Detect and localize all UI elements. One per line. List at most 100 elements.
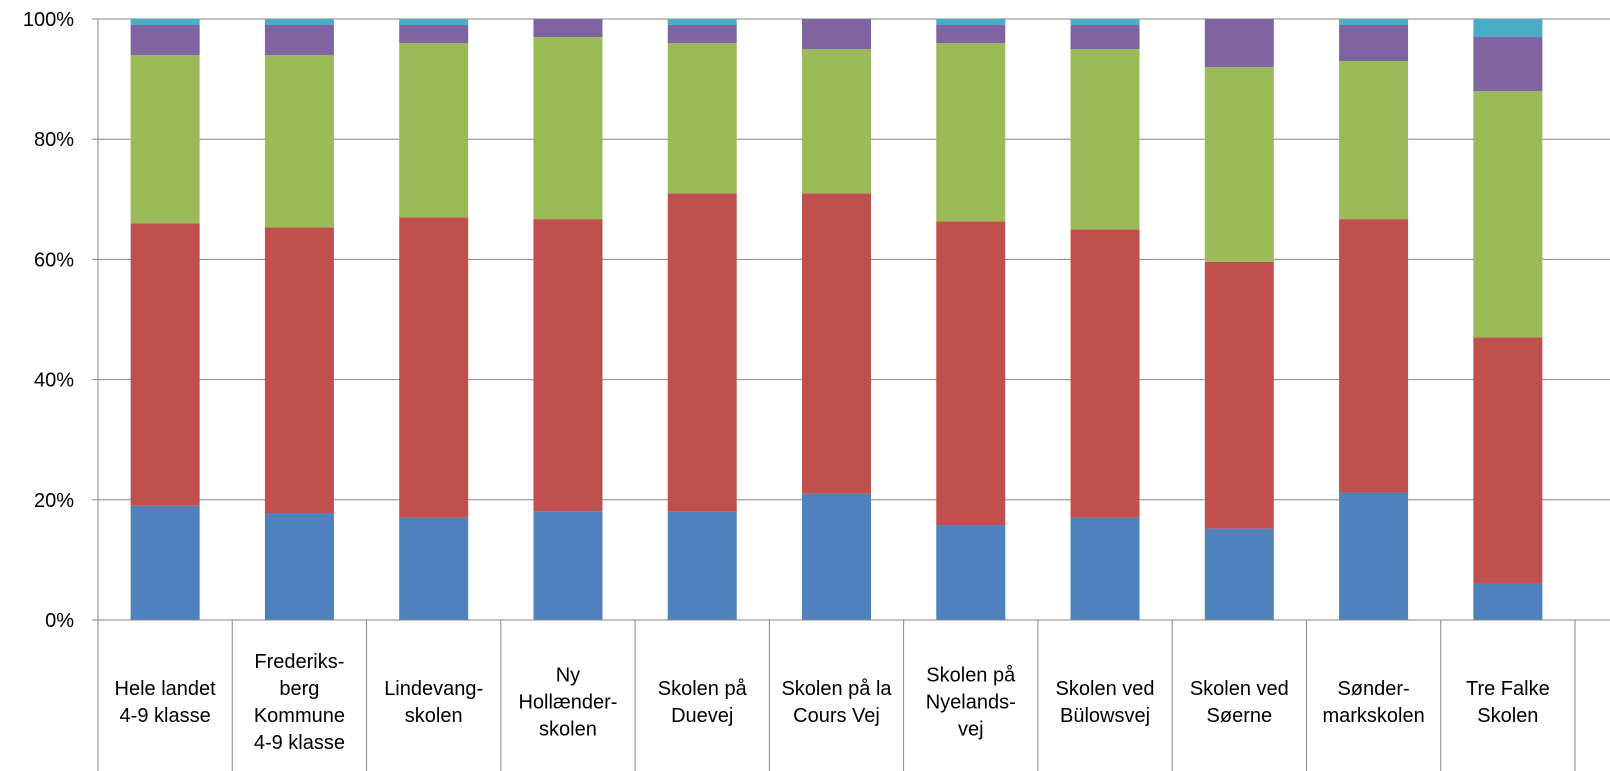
x-category-label: Skolen ved Bülowsvej — [1056, 678, 1155, 727]
x-category-label: Frederiks-berg Kommune 4-9 klasse — [254, 651, 345, 754]
bar-segment — [802, 19, 871, 50]
bar-segment — [1473, 583, 1543, 620]
x-category-label-line: Skolen ved — [1190, 678, 1289, 700]
x-category-label-line: Skolen på — [926, 665, 1016, 687]
bar-segment — [533, 511, 603, 620]
x-category-label-line: Tre Falke — [1466, 678, 1550, 700]
bar-segment — [399, 517, 469, 620]
bar-segment — [1339, 25, 1409, 62]
y-tick-label: 60% — [34, 249, 74, 271]
bar-segment — [533, 37, 603, 220]
x-category-label-line: Skolen — [1477, 705, 1538, 727]
x-category-label-line: Sønder- — [1337, 678, 1409, 700]
bar-segment — [399, 19, 469, 26]
y-axis-tick-labels: 0% 20% 40% 60% 80% 100% — [23, 9, 74, 632]
bar-segment — [1070, 517, 1140, 620]
x-category-label-line: Søerne — [1207, 705, 1273, 727]
bar-segment — [1204, 67, 1274, 262]
bar-segment — [533, 219, 603, 512]
x-category-label: Tre Falke Skolen — [1466, 678, 1550, 727]
bar-segment — [264, 55, 334, 228]
bar-segment — [130, 55, 200, 224]
x-category-label-line: Hele landet — [115, 678, 217, 700]
bar-segment — [1339, 492, 1409, 620]
bar-segment — [1204, 528, 1274, 620]
x-category-label-line: Duevej — [671, 705, 733, 727]
x-category-label-line: skolen — [539, 719, 597, 741]
x-category-label: Skolen på Duevej — [658, 678, 748, 727]
x-category-label-line: Bülowsvej — [1060, 705, 1150, 727]
x-category-label-line: Cours Vej — [793, 705, 880, 727]
bar-segment — [399, 217, 469, 518]
bar-segment — [130, 223, 200, 506]
bar-segment — [1070, 25, 1140, 50]
x-category-label-line: Hollænder- — [518, 692, 617, 714]
y-tick-label: 0% — [45, 610, 74, 632]
bar-segment — [667, 19, 737, 26]
bar-segment — [1339, 219, 1409, 493]
bar-segment — [802, 193, 871, 494]
bar-segment — [802, 493, 871, 620]
x-category-label-line: skolen — [405, 705, 463, 727]
x-category-label: Hele landet 4-9 klasse — [115, 678, 217, 727]
y-tick-label: 80% — [34, 129, 74, 151]
bar-segment — [802, 49, 871, 194]
x-category-label-line: Ny — [556, 665, 580, 687]
x-category-label-line: berg — [279, 678, 319, 700]
x-category-label: Skolen på Nyelands-vej — [926, 665, 1016, 741]
x-category-label: Sønder-markskolen — [1322, 678, 1424, 727]
bar-segment — [1204, 261, 1274, 529]
x-category-label-line: Nyelands- — [926, 692, 1016, 714]
x-category-label-line: 4-9 klasse — [120, 705, 211, 727]
x-category-label-line: Lindevang- — [384, 678, 483, 700]
bar-segment — [130, 19, 200, 26]
x-category-label-line: vej — [958, 719, 984, 741]
x-category-label-line: markskolen — [1322, 705, 1424, 727]
bar-segment — [667, 511, 737, 620]
bar-segment — [1339, 61, 1409, 220]
x-category-label-line: Frederiks- — [254, 651, 344, 673]
x-category-label: Skolen på la Cours Vej — [781, 678, 892, 727]
bar-segment — [1204, 19, 1274, 68]
bar-segment — [130, 25, 200, 56]
x-category-label-line: 4-9 klasse — [254, 732, 345, 754]
bar-segment — [264, 19, 334, 26]
bar-segment — [1473, 19, 1543, 38]
bar-segment — [936, 43, 1006, 222]
x-category-label: Ny Hollænder-skolen — [518, 665, 617, 741]
y-tick-label: 20% — [34, 490, 74, 512]
x-category-label: Skolen ved Søerne — [1190, 678, 1289, 727]
bar-segment — [1339, 19, 1409, 26]
x-category-label-line: Skolen ved — [1056, 678, 1155, 700]
y-tick-label: 40% — [34, 370, 74, 392]
bar-segment — [1070, 19, 1140, 26]
bar-segment — [667, 43, 737, 194]
x-category-label-line: Kommune — [254, 705, 345, 727]
x-axis-category-labels: Hele landet 4-9 klasse Frederiks-berg Kommu… — [115, 651, 1550, 754]
bar-segment — [399, 25, 469, 44]
bar-segment — [264, 227, 334, 514]
x-category-label-line: Skolen på — [658, 678, 748, 700]
axes — [92, 18, 1610, 771]
bar-segment — [1070, 49, 1140, 230]
bar-segment — [1473, 337, 1543, 584]
bar-segment — [667, 25, 737, 44]
bar-segment — [936, 19, 1006, 26]
bar-segment — [1473, 37, 1543, 92]
bar-segment — [1473, 91, 1543, 338]
bar-segment — [936, 25, 1006, 44]
x-category-label-line: Skolen på la — [781, 678, 892, 700]
bar-segment — [264, 25, 334, 56]
x-category-label: Lindevang-skolen — [384, 678, 483, 727]
bar-segment — [1070, 229, 1140, 518]
bar-segment — [936, 221, 1006, 526]
bar-segment — [130, 505, 200, 620]
bars — [130, 19, 1543, 620]
bar-segment — [399, 43, 469, 218]
bar-segment — [936, 525, 1006, 620]
y-tick-label: 100% — [23, 9, 74, 31]
bar-segment — [533, 19, 603, 38]
bar-segment — [264, 513, 334, 620]
bar-segment — [667, 193, 737, 512]
